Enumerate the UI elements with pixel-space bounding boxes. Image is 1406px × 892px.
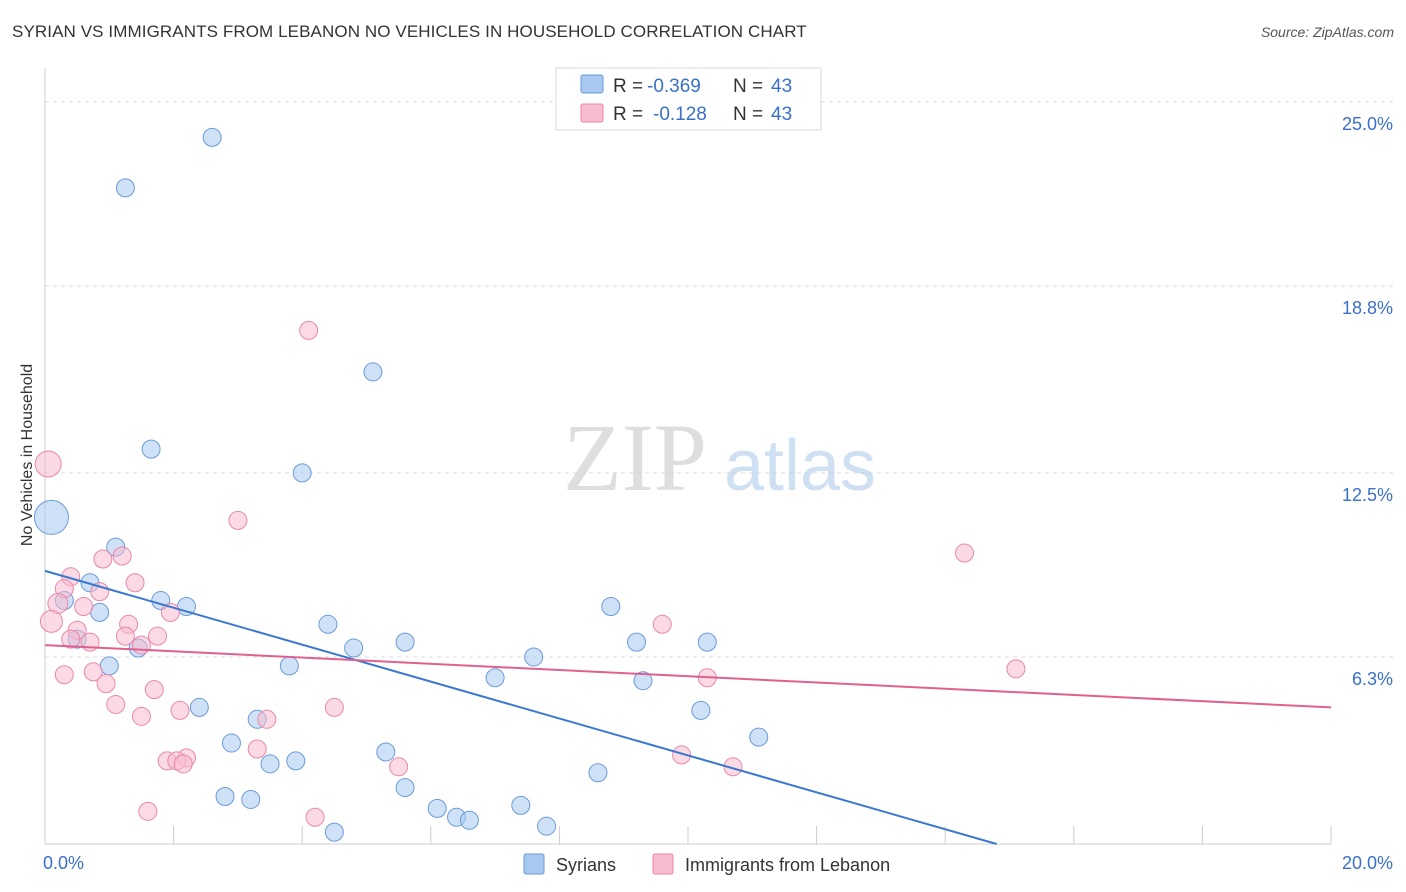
syrians-trend-line [44,569,997,845]
syrians-point [691,700,711,720]
lebanon-point [299,320,319,340]
syrians-point [395,632,415,652]
syrians-point [141,439,161,459]
syrians-point [633,671,653,691]
syrians-point [260,754,280,774]
lebanon-point [389,757,409,777]
syrians-point [537,816,557,836]
syrians-point [427,798,447,818]
syrians-point [292,463,312,483]
y-tick-label: 25.0% [1342,114,1393,134]
lebanon-point [954,543,974,563]
stats-n-value-0: 43 [771,76,792,97]
lebanon-point [148,626,168,646]
stats-r-label-1: R = [613,104,643,125]
syrians-point [485,668,505,688]
watermark-zip: ZIP [563,404,707,511]
syrians-point [511,795,531,815]
lebanon-point [34,450,62,478]
syrians-point [344,638,364,658]
lebanon-point [1006,659,1026,679]
y-tick-label: 18.8% [1342,298,1393,318]
syrians-point [588,763,608,783]
stats-n-value-1: 43 [771,104,792,125]
legend-label-lebanon: Immigrants from Lebanon [685,855,890,875]
syrians-point [324,822,344,842]
lebanon-point [247,739,267,759]
axes: 6.3% 12.5% 18.8% 25.0% 0.0% 20.0% [43,68,1393,873]
lebanon-point [74,596,94,616]
syrians-point [221,733,241,753]
y-tick-label: 12.5% [1342,485,1393,505]
syrians-point [627,632,647,652]
lebanon-point [96,674,116,694]
syrians-point [279,656,299,676]
syrians-point [318,614,338,634]
syrians-point [697,632,717,652]
lebanon-point [170,700,190,720]
syrians-point [524,647,544,667]
lebanon-point [125,573,145,593]
syrians-point [202,127,222,147]
lebanon-point [39,609,63,633]
legend-label-syrians: Syrians [556,855,616,875]
lebanon-point [115,626,135,646]
stats-swatch-syrians [580,74,604,94]
syrians-point [376,742,396,762]
lebanon-point [83,662,103,682]
lebanon-point [138,801,158,821]
syrians-point [601,596,621,616]
legend-swatch-lebanon [652,853,674,875]
stats-n-label-0: N = [733,76,763,97]
stats-n-label-1: N = [733,104,763,125]
lebanon-point [112,546,132,566]
syrians-point [286,751,306,771]
stats-legend: R = -0.369 N = 43 R = -0.128 N = 43 [555,67,822,131]
syrians-point [215,786,235,806]
lebanon-point [54,665,74,685]
lebanon-point [324,697,344,717]
syrians-point [459,810,479,830]
lebanon-point [305,807,325,827]
series-legend: Syrians Immigrants from Lebanon [523,853,890,875]
syrians-point [241,789,261,809]
trend-lines [44,569,1332,845]
stats-swatch-lebanon [580,103,604,123]
lebanon-point [723,757,743,777]
lebanon-point [131,635,151,655]
syrians-point [395,778,415,798]
legend-swatch-syrians [523,853,545,875]
syrians-point [189,697,209,717]
lebanon-point [144,680,164,700]
lebanon-point [672,745,692,765]
lebanon-point [173,754,193,774]
syrians-point [363,362,383,382]
x-tick-label: 0.0% [43,853,84,873]
lebanon-point [106,694,126,714]
syrians-point [99,656,119,676]
y-tick-label: 6.3% [1352,669,1393,689]
data-points [33,127,1026,842]
stats-r-value-0: -0.369 [647,76,701,97]
syrians-point [115,178,135,198]
lebanon-point [93,549,113,569]
syrians-point [90,602,110,622]
source-label: Source: ZipAtlas.com [1260,24,1394,40]
lebanon-point [257,709,277,729]
syrians-point [33,499,69,535]
stats-r-value-1: -0.128 [653,104,707,125]
grid-lines [45,101,1395,658]
lebanon-point [61,629,81,649]
chart-title: SYRIAN VS IMMIGRANTS FROM LEBANON NO VEH… [12,22,807,41]
syrians-point [749,727,769,747]
lebanon-point [228,510,248,530]
lebanon-point [131,706,151,726]
x-tick-label: 20.0% [1342,853,1393,873]
stats-r-label-0: R = [613,76,643,97]
lebanon-point [652,614,672,634]
lebanon-trend-line [44,644,1332,709]
watermark-atlas: atlas [724,426,876,506]
